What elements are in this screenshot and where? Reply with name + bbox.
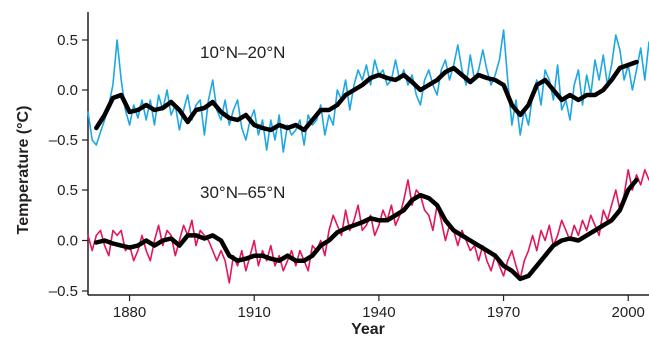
y-tick-label: –0.5	[49, 283, 78, 300]
series	[87, 29, 649, 284]
y-tick-label: 0.0	[57, 233, 78, 250]
labels: 10°N–20°N 30°N–65°N Year Temperature (°C…	[15, 43, 385, 338]
y-tick-label: 0.0	[57, 82, 78, 99]
panel-label-bottom: 30°N–65°N	[200, 183, 285, 202]
x-tick-label: 1970	[487, 304, 520, 321]
axes	[87, 12, 649, 296]
y-tick-label: 0.5	[57, 32, 78, 49]
x-axis-title: Year	[351, 321, 385, 338]
top-smoothed-series-line	[94, 59, 639, 133]
panel-label-top: 10°N–20°N	[200, 43, 285, 62]
ticks: 1880 1910 1940 1970 2000 –0.5 0.0 0.5 –0.5 0.0 0.5	[49, 32, 645, 321]
bottom-raw-series-line	[87, 169, 649, 284]
y-tick-label: –0.5	[49, 132, 78, 149]
y-tick-label: 0.5	[57, 182, 78, 199]
x-tick-label: 1940	[362, 304, 395, 321]
y-axis-title: Temperature (°C)	[15, 106, 32, 235]
x-tick-label: 1880	[113, 304, 146, 321]
bottom-smoothed-series-line	[94, 177, 639, 282]
top-raw-series-line	[87, 29, 649, 153]
x-tick-label: 1910	[238, 304, 271, 321]
x-tick-label: 2000	[612, 304, 645, 321]
